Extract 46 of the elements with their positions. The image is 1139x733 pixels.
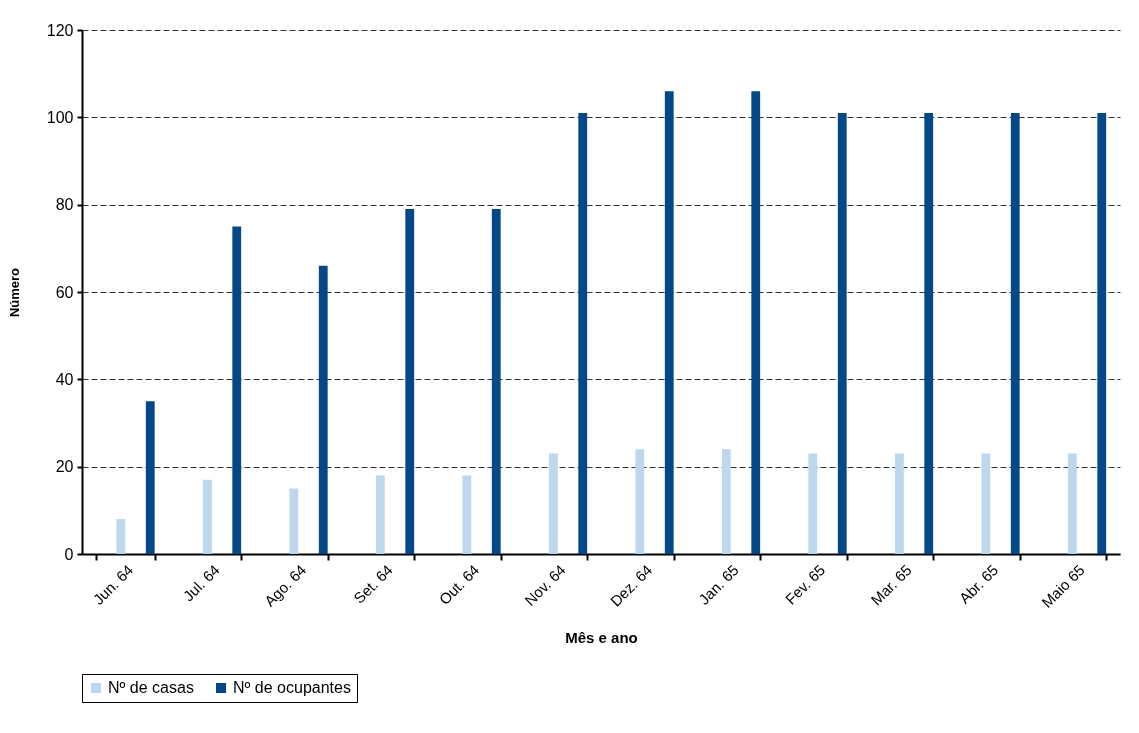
x-tick-label: Abr. 65 <box>955 561 1002 607</box>
bar <box>808 453 818 554</box>
x-tick-label: Jan. 65 <box>695 561 742 608</box>
bar <box>635 449 645 554</box>
bar <box>981 453 991 554</box>
bar <box>664 91 674 554</box>
x-tick-label: Dez. 64 <box>606 561 656 610</box>
y-axis-title: Número <box>6 267 22 318</box>
bar <box>289 488 299 554</box>
bar <box>548 453 558 554</box>
bar <box>837 112 847 554</box>
x-tick-label: Out. 64 <box>435 561 483 608</box>
x-tick-label: Mar. 65 <box>867 561 915 609</box>
x-tick-label: Jun. 64 <box>89 561 137 608</box>
bar <box>1067 453 1077 554</box>
y-tick-label: 20 <box>55 458 74 476</box>
bar <box>491 209 501 554</box>
bar <box>578 112 588 554</box>
bar <box>202 479 212 554</box>
x-tick-label: Jul. 64 <box>179 561 223 605</box>
y-tick-label: 60 <box>55 283 74 301</box>
x-tick-label: Fev. 65 <box>781 561 829 608</box>
bar <box>462 475 472 554</box>
bar <box>721 449 731 554</box>
legend-label: Nº de casas <box>108 679 194 696</box>
bar <box>145 401 155 554</box>
y-tick-label: 80 <box>55 196 74 214</box>
bar <box>116 519 126 554</box>
x-tick-label: Set. 64 <box>350 561 396 607</box>
bar <box>405 209 415 554</box>
y-tick-label: 0 <box>64 545 74 563</box>
x-tick-label: Ago. 64 <box>260 561 310 610</box>
bar <box>894 453 904 554</box>
y-tick-label: 40 <box>55 370 74 388</box>
bar <box>232 226 242 554</box>
bar <box>1010 112 1020 554</box>
bar <box>924 112 934 554</box>
legend-label: Nº de ocupantes <box>233 679 351 696</box>
y-tick-label: 120 <box>46 21 74 39</box>
bar <box>318 265 328 554</box>
x-tick-label: Nov. 64 <box>521 561 569 609</box>
y-tick-label: 100 <box>46 108 74 126</box>
x-axis-title: Mês e ano <box>565 628 638 646</box>
bar <box>1097 112 1107 554</box>
bar <box>751 91 761 554</box>
bar <box>375 475 385 554</box>
